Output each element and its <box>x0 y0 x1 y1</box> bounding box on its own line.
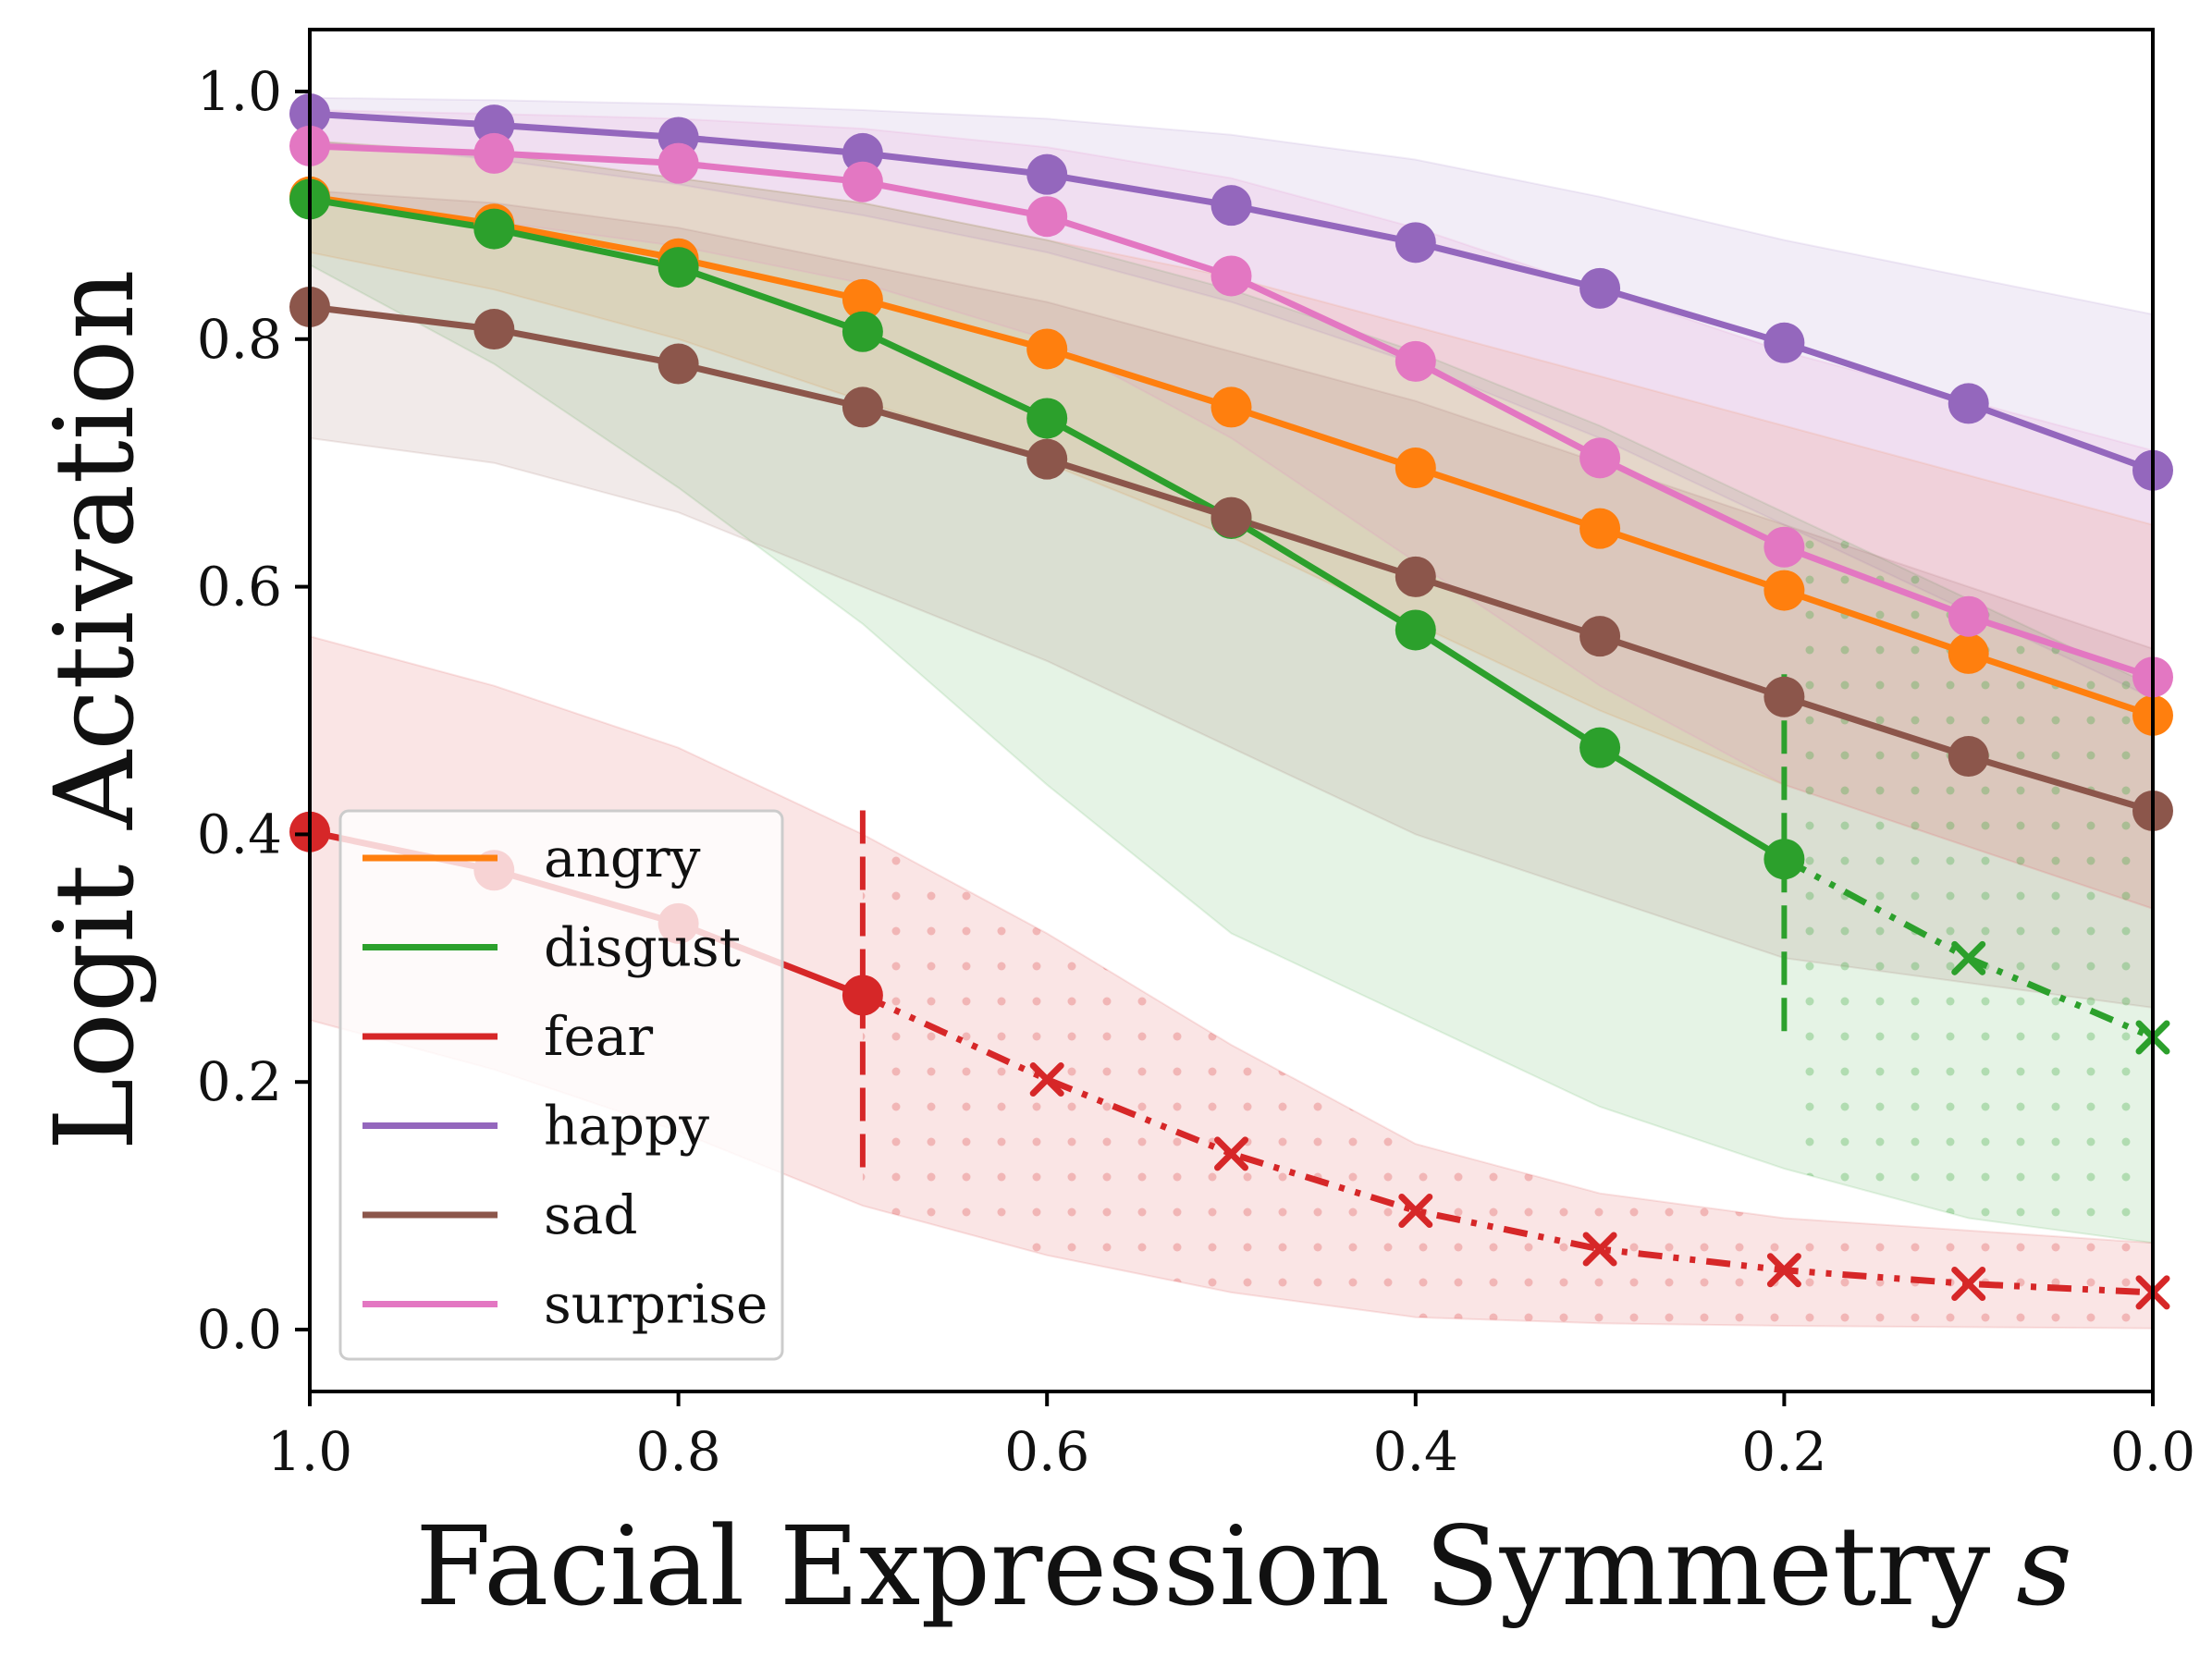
disgust-point <box>1763 839 1805 880</box>
happy-point <box>1579 267 1621 309</box>
legend: angry disgust fear happy sad surprise <box>338 809 784 1361</box>
angry-point <box>1948 632 1989 674</box>
angry-point <box>1579 508 1621 549</box>
fear-cutoff-region <box>862 834 2153 1329</box>
sad-point <box>1210 496 1252 538</box>
y-axis-label: Logit Activation <box>31 269 158 1150</box>
disgust-cutoff-region <box>1784 512 2153 1244</box>
legend-label-disgust: disgust <box>544 916 741 979</box>
legend-label-fear: fear <box>544 1005 653 1068</box>
happy-point <box>1026 153 1068 195</box>
fear-x-marker <box>1766 1253 1801 1288</box>
y-tick-label: 0.0 <box>197 1298 282 1361</box>
surprise-point <box>1395 340 1436 382</box>
axis-ticks: 1.0 0.8 0.6 0.4 0.2 0.0 0.0 0.2 0.4 0.6 0.8 1.0 <box>197 60 2195 1483</box>
fear-x-marker <box>1398 1193 1433 1228</box>
happy-confidence-band <box>310 96 2153 700</box>
fear-x-marker <box>1029 1062 1064 1097</box>
disgust-x-marker <box>1951 940 1986 975</box>
legend-label-surprise: surprise <box>544 1273 768 1336</box>
surprise-point <box>473 132 515 174</box>
x-tick-label: 0.8 <box>635 1420 720 1483</box>
y-tick-label: 0.6 <box>197 556 282 619</box>
angry-point <box>1026 328 1068 370</box>
y-tick-label: 1.0 <box>197 60 282 123</box>
happy-point <box>1948 383 1989 424</box>
surprise-point <box>1763 526 1805 568</box>
disgust-point <box>473 208 515 250</box>
y-tick-label: 0.4 <box>197 803 282 865</box>
happy-point <box>842 132 883 174</box>
happy-point <box>1395 222 1436 264</box>
legend-label-happy: happy <box>544 1095 709 1158</box>
fear-x-marker <box>1582 1232 1617 1267</box>
fear-x-marker <box>1214 1136 1248 1171</box>
surprise-point <box>842 161 883 202</box>
y-tick-label: 0.2 <box>197 1050 282 1113</box>
x-tick-label: 0.0 <box>2110 1420 2195 1483</box>
surprise-point <box>657 142 699 184</box>
x-tick-label: 0.6 <box>1004 1420 1089 1483</box>
cutoff-hatch-regions <box>862 512 2153 1329</box>
disgust-point <box>1579 727 1621 768</box>
angry-point <box>842 278 883 320</box>
legend-label-angry: angry <box>544 827 701 889</box>
fear-point <box>842 975 883 1016</box>
disgust-point <box>842 311 883 352</box>
surprise-point <box>1026 196 1068 238</box>
surprise-point <box>1579 437 1621 479</box>
sad-point <box>473 309 515 350</box>
sad-point <box>1395 556 1436 597</box>
fear-extrapolated-line <box>861 992 2153 1296</box>
sad-point <box>1948 736 1989 778</box>
happy-point <box>1210 185 1252 227</box>
surprise-point <box>1948 595 1989 637</box>
angry-point <box>1210 386 1252 428</box>
angry-point <box>1395 447 1436 489</box>
axes <box>308 28 2155 1393</box>
x-tick-label: 0.2 <box>1741 1420 1826 1483</box>
happy-point <box>1763 322 1805 363</box>
x-axis-label: Facial Expression Symmetry s <box>415 1502 2072 1630</box>
x-tick-label: 0.4 <box>1373 1420 1458 1483</box>
disgust-point <box>657 247 699 288</box>
sad-point <box>1026 438 1068 480</box>
surprise-point <box>1210 255 1252 297</box>
sad-point <box>657 343 699 385</box>
angry-point <box>1763 570 1805 611</box>
x-tick-label: 1.0 <box>267 1420 352 1483</box>
sad-point <box>1579 616 1621 657</box>
sad-point <box>1763 676 1805 717</box>
disgust-point <box>1026 398 1068 439</box>
disgust-point <box>1395 609 1436 651</box>
sad-point <box>842 386 883 428</box>
plot-frame <box>308 28 2155 1393</box>
fear-x-marker <box>1951 1267 1986 1301</box>
surprise-confidence-band <box>310 108 2153 910</box>
happy-point <box>473 104 515 146</box>
disgust-confidence-band <box>310 140 2153 1244</box>
legend-label-sad: sad <box>544 1183 637 1246</box>
y-tick-label: 0.8 <box>197 308 282 371</box>
